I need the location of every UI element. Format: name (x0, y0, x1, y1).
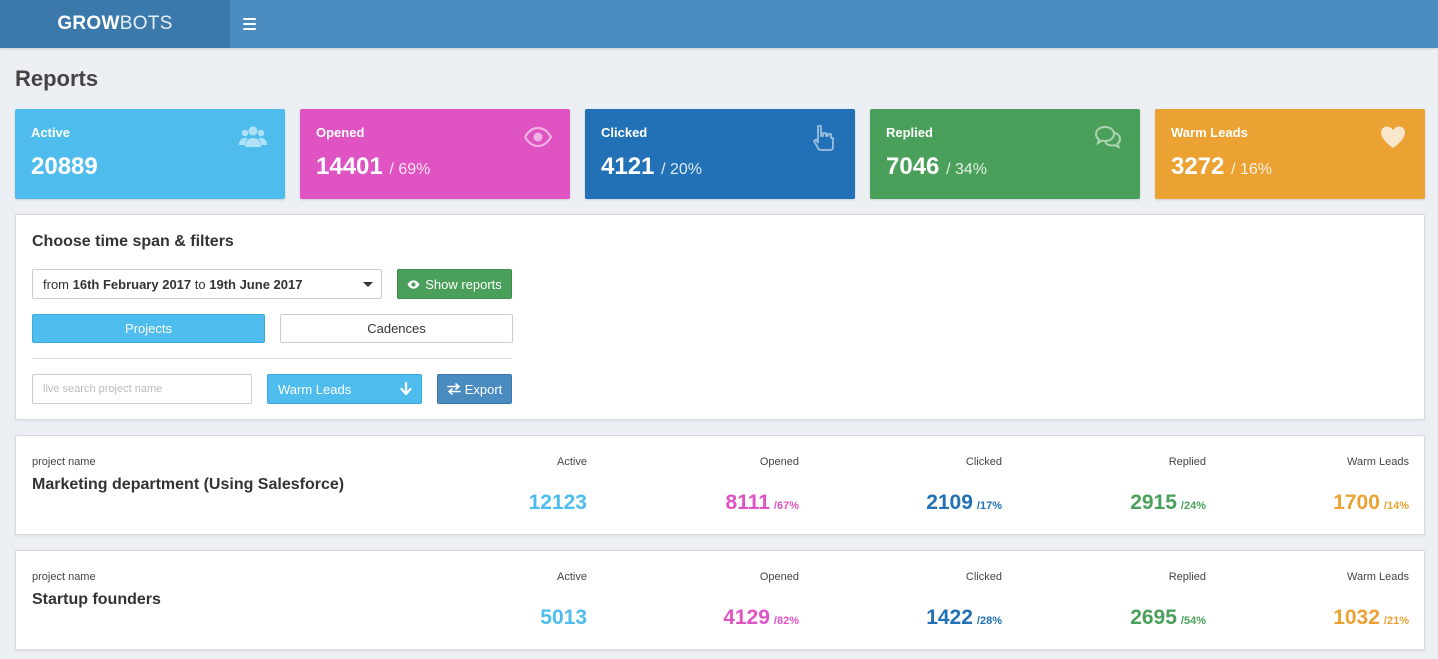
project-name-label: project name (32, 571, 96, 583)
stat-card-replied: Replied 7046 / 34% (870, 109, 1140, 199)
divider (32, 358, 512, 359)
growbots-logo[interactable]: GROW BOTS (0, 0, 230, 48)
stat-value: 14401 / 69% (316, 153, 431, 180)
metric-active: Active 5013 (540, 571, 587, 629)
users-icon (239, 126, 267, 147)
stat-label: Active (31, 125, 71, 140)
metric-warm-leads: Warm Leads 1032/21% (1333, 571, 1409, 629)
stat-card-clicked: Clicked 4121 / 20% (585, 109, 855, 199)
page-title: Reports (15, 66, 99, 91)
stat-card-active: Active 20889 (15, 109, 285, 199)
stat-value: 20889 (31, 153, 98, 180)
export-button[interactable]: Export (437, 374, 512, 404)
hamburger-menu-icon[interactable] (243, 14, 259, 34)
stat-label: Clicked (601, 125, 648, 140)
metric-clicked: Clicked 1422/28% (926, 571, 1002, 629)
project-row[interactable]: project name Startup founders Active 501… (15, 550, 1425, 650)
pointer-hand-icon (813, 125, 834, 151)
tab-cadences[interactable]: Cadences (280, 314, 513, 343)
date-to: 19th June 2017 (209, 277, 303, 292)
project-name: Marketing department (Using Salesforce) (32, 476, 345, 493)
top-navbar: GROW BOTS (0, 0, 1438, 48)
sort-by-select[interactable]: Warm Leads (267, 374, 422, 404)
eye-icon (524, 126, 552, 148)
date-range-picker[interactable]: from 16th February 2017 to 19th June 201… (32, 269, 382, 299)
arrow-down-icon (400, 381, 412, 396)
logo-text-light: BOTS (119, 13, 173, 34)
stat-label: Warm Leads (1171, 125, 1248, 140)
metric-active: Active 12123 (528, 456, 587, 514)
metric-warm-leads: Warm Leads 1700/14% (1333, 456, 1409, 514)
exchange-arrows-icon (446, 383, 461, 395)
stat-card-warm-leads: Warm Leads 3272 / 16% (1155, 109, 1425, 199)
tab-projects[interactable]: Projects (32, 314, 265, 343)
chat-bubbles-icon (1094, 125, 1122, 149)
metric-replied: Replied 2915/24% (1130, 456, 1206, 514)
stat-value: 4121 / 20% (601, 153, 702, 180)
show-reports-button[interactable]: Show reports (397, 269, 512, 299)
stat-label: Opened (316, 125, 365, 140)
date-from: 16th February 2017 (72, 277, 192, 292)
stat-card-opened: Opened 14401 / 69% (300, 109, 570, 199)
caret-down-icon (363, 282, 373, 287)
project-name: Startup founders (32, 591, 161, 608)
filters-heading: Choose time span & filters (32, 233, 234, 250)
metric-clicked: Clicked 2109/17% (926, 456, 1002, 514)
project-name-label: project name (32, 456, 96, 468)
heart-icon (1381, 126, 1405, 148)
filters-panel: Choose time span & filters from 16th Feb… (15, 214, 1425, 420)
metric-opened: Opened 8111/67% (725, 456, 799, 514)
logo-text-bold: GROW (57, 13, 120, 34)
stat-value: 3272 / 16% (1171, 153, 1272, 180)
project-row[interactable]: project name Marketing department (Using… (15, 435, 1425, 535)
stat-value: 7046 / 34% (886, 153, 987, 180)
metric-opened: Opened 4129/82% (723, 571, 799, 629)
stat-label: Replied (886, 125, 933, 140)
eye-icon (407, 279, 420, 289)
metric-replied: Replied 2695/54% (1130, 571, 1206, 629)
project-search-input[interactable] (32, 374, 252, 404)
